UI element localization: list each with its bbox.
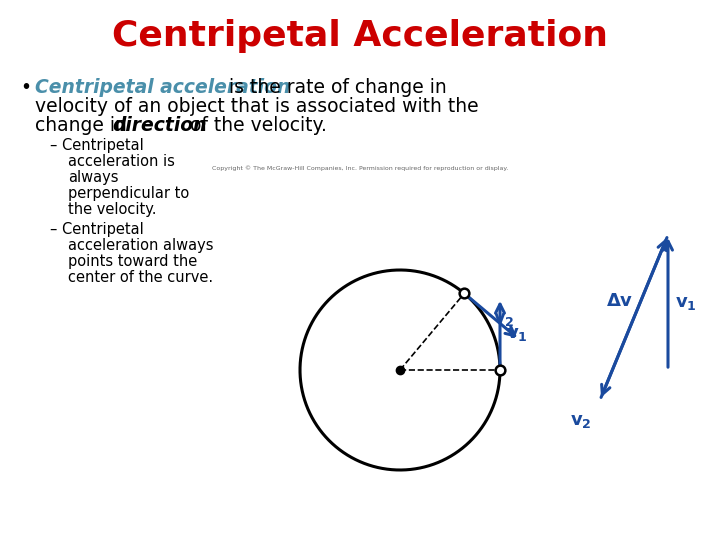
Text: points toward the: points toward the [68, 254, 197, 269]
Text: acceleration is: acceleration is [68, 154, 175, 169]
Text: perpendicular to: perpendicular to [68, 186, 189, 201]
Text: $\mathbf{v_1}$: $\mathbf{v_1}$ [506, 325, 528, 343]
Text: $\mathbf{\Delta v}$: $\mathbf{\Delta v}$ [606, 292, 634, 309]
Text: •: • [20, 78, 31, 97]
Text: acceleration always: acceleration always [68, 238, 214, 253]
Text: $\mathbf{v_2}$: $\mathbf{v_2}$ [570, 412, 592, 430]
Text: of the velocity.: of the velocity. [184, 116, 327, 135]
Text: Copyright © The McGraw-Hill Companies, Inc. Permission required for reproduction: Copyright © The McGraw-Hill Companies, I… [212, 165, 508, 171]
Text: Centripetal Acceleration: Centripetal Acceleration [112, 19, 608, 53]
Text: Centripetal acceleration: Centripetal acceleration [35, 78, 290, 97]
Text: always: always [68, 170, 119, 185]
Text: – Centripetal: – Centripetal [50, 138, 144, 153]
Text: is the rate of change in: is the rate of change in [223, 78, 446, 97]
Text: – Centripetal: – Centripetal [50, 222, 144, 237]
Text: velocity of an object that is associated with the: velocity of an object that is associated… [35, 97, 479, 116]
Text: center of the curve.: center of the curve. [68, 270, 213, 285]
Text: the velocity.: the velocity. [68, 202, 156, 217]
Text: $\mathbf{v_1}$: $\mathbf{v_1}$ [675, 294, 697, 312]
Text: direction: direction [112, 116, 207, 135]
Text: $\mathbf{v_2}$: $\mathbf{v_2}$ [492, 309, 514, 328]
Text: change in: change in [35, 116, 133, 135]
